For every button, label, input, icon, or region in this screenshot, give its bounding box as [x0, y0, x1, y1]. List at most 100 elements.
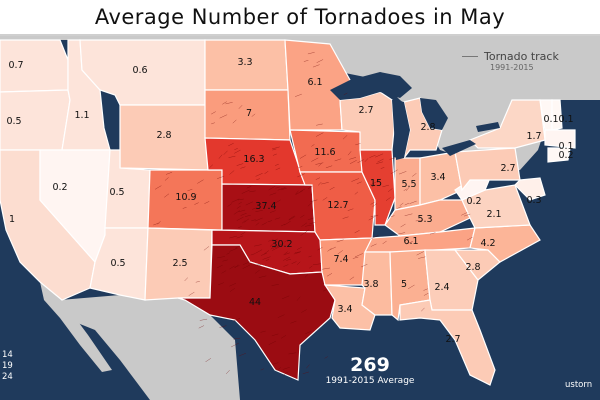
tornado-track [361, 263, 368, 268]
tornado-track [188, 291, 195, 296]
state-ma [544, 129, 576, 149]
state-md [514, 177, 546, 201]
tornado-track [254, 244, 262, 247]
tornado-track [204, 201, 210, 204]
tornado-track [242, 261, 251, 265]
canada-land [0, 34, 600, 172]
tornado-track [229, 283, 237, 287]
tornado-track [342, 216, 349, 219]
tornado-track [272, 245, 281, 249]
tornado-track [405, 186, 410, 192]
tornado-track [280, 223, 286, 227]
tornado-track [268, 340, 277, 345]
baja-land [40, 282, 112, 372]
tornado-track [322, 197, 328, 201]
tornado-track [164, 177, 169, 181]
tornado-track [403, 188, 407, 191]
tornado-track [234, 148, 238, 150]
tornado-track [261, 222, 267, 226]
tornado-track [295, 190, 299, 195]
tornado-track [241, 220, 246, 224]
tornado-track [284, 251, 288, 255]
tornado-track [238, 353, 247, 357]
state-value-oh: 3.4 [430, 172, 445, 183]
tornado-track [240, 231, 246, 236]
tornado-track [267, 220, 273, 223]
tornado-track [371, 184, 376, 188]
tornado-track [270, 245, 275, 250]
tornado-track [283, 252, 290, 256]
tornado-track [318, 163, 322, 167]
tornado-track [307, 218, 314, 220]
tornado-track [305, 331, 312, 335]
tornado-track [299, 154, 307, 159]
tornado-track [260, 252, 267, 256]
tornado-track [234, 149, 241, 154]
tornado-track [240, 212, 247, 216]
tornado-track [223, 150, 228, 155]
great-lakes [330, 72, 500, 160]
tornado-track [284, 239, 289, 243]
tornado-track [251, 113, 256, 117]
tornado-track [274, 199, 281, 204]
total-average: 269 1991-2015 Average [310, 354, 430, 386]
tornado-track [271, 284, 279, 286]
tornado-track [153, 222, 160, 226]
tornado-track [355, 143, 361, 146]
tornado-track [272, 246, 280, 251]
tornado-track [329, 186, 335, 190]
state-value-ar: 7.4 [333, 254, 348, 265]
tornado-track [304, 229, 309, 234]
tornado-track [225, 369, 230, 375]
tornado-track [397, 206, 402, 209]
tornado-track [288, 216, 296, 221]
tornado-track [305, 224, 312, 227]
tornado-track [321, 267, 330, 270]
tornado-track [222, 259, 228, 262]
tornado-track [231, 198, 240, 203]
state-value-ut: 0.5 [109, 187, 124, 198]
state-value-pa: 2.7 [500, 163, 515, 174]
state-value-ny: 1.7 [526, 131, 541, 142]
tornado-track [262, 256, 271, 260]
tornado-track [342, 135, 348, 140]
tornado-track [232, 318, 241, 322]
tornado-track [274, 163, 279, 166]
tornado-track [357, 159, 364, 164]
tornado-track [240, 166, 246, 169]
tornado-track [286, 258, 292, 261]
tornado-track [325, 165, 333, 169]
tornado-track [154, 185, 162, 190]
state-value-ne: 16.3 [243, 154, 264, 165]
state-value-ok: 30.2 [271, 239, 292, 250]
tornado-track [277, 187, 286, 191]
tornado-track [369, 154, 376, 158]
track-legend-label: Tornado track [484, 50, 559, 63]
tornado-track [309, 221, 316, 225]
tornado-track [194, 202, 199, 205]
tornado-track [250, 253, 256, 256]
tornado-track [216, 175, 225, 179]
tornado-track [398, 171, 407, 175]
state-ar [319, 237, 373, 286]
state-tx [177, 244, 336, 381]
tornado-track [232, 119, 237, 124]
tornado-track [352, 256, 359, 259]
state-value-az: 0.5 [110, 258, 125, 269]
state-ny [468, 99, 546, 149]
tornado-track [299, 188, 306, 193]
tornado-track [276, 367, 282, 371]
tornado-track [283, 264, 289, 267]
tornado-track [377, 158, 384, 163]
state-value-nh: 0.1 [558, 114, 573, 125]
tornado-track [382, 184, 390, 188]
tornado-track [233, 337, 241, 340]
tornado-track [234, 265, 240, 268]
tornado-track [236, 163, 244, 166]
tornado-track [260, 368, 264, 371]
tornado-track [300, 231, 306, 237]
lake-huron [420, 98, 448, 130]
tornado-track [349, 276, 355, 281]
tornado-track [260, 330, 266, 333]
state-value-mt: 0.6 [132, 65, 147, 76]
